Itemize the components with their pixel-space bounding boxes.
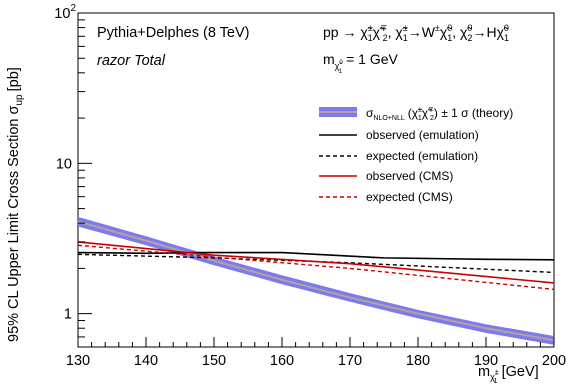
generator-annotation: Pythia+Delphes (8 TeV) [97,25,249,41]
x-tick-label: 160 [270,353,294,369]
process-sup-5: 0 [447,23,452,33]
theory-central-line [77,220,555,342]
x-axis-label-sub-sup: ± [495,369,499,376]
legend-label-observed-emulation: observed (emulation) [366,128,479,142]
process-sup-6: 0 [467,23,472,33]
y-tick-label: 1 [64,307,72,323]
y-tick-label: 10 [56,156,72,172]
legend-label-expected-emulation: expected (emulation) [366,149,478,163]
legend-theory-sub-2: 2 [430,115,434,122]
x-tick-label: 190 [474,353,498,369]
mass-sub-sub: 1 [339,69,343,75]
legend-theory-sigma: σ [366,106,374,120]
legend-entry-observed-emulation: observed (emulation) [319,128,479,142]
process-sub-6: 2 [467,33,472,43]
plot-frame [77,12,555,348]
process-sup-4: ± [435,23,440,33]
x-tick-label: 170 [338,353,362,369]
process-part-f: , χ̃ [452,24,472,40]
x-tick-label: 150 [202,353,226,369]
x-axis-label-main: m [478,364,490,380]
mass-annotation: mχ̃0 1= 1 GeV [323,51,399,75]
y-tick-label-base: 10 [54,6,70,22]
process-part-d: →W [408,24,436,40]
process-sup-3: ± [403,23,408,33]
y-axis-label-sub: up [14,94,25,106]
process-sup-2: ∓ [380,23,388,33]
legend-theory-suffix: ) ± 1 σ (theory) [434,106,513,120]
x-tick-label: 140 [134,353,158,369]
process-sub-5: 1 [447,33,452,43]
data-layer [77,216,555,345]
x-axis-label: mχ̃± 1 [GeV] [478,364,539,384]
mass-sub-sup: 0 [339,60,343,66]
y-tick-label: 102 [54,3,76,22]
y-axis-label: 95% CL Upper Limit Cross Section σup [pb] [6,67,25,342]
legend-entry-expected-cms: expected (CMS) [319,190,453,204]
legend-theory-sub: NLO+NLL [373,115,404,122]
legend: σNLO+NLL (χ̃± 1χ̃∓ 2) ± 1 σ (theory) observ… [319,106,513,204]
process-annotation: pp → χ̃± 1χ̃∓ 2, χ̃± 1→W±χ̃0 1, χ̃0 2→Hχ̃0 1 [323,23,509,43]
process-sub-2: 2 [383,33,388,43]
process-sub-7: 1 [504,33,509,43]
y-axis-label-main: 95% CL Upper Limit Cross Section σ [6,105,22,342]
theory-band [78,216,554,345]
process-sub-3: 1 [403,33,408,43]
process-sub-1: 1 [368,33,373,43]
x-axis-label-unit: [GeV] [502,364,539,380]
legend-label-expected-cms: expected (CMS) [366,190,453,204]
legend-theory-sub-1: 1 [418,115,422,122]
legend-entry-expected-emulation: expected (emulation) [319,149,478,163]
mass-sub-chi: χ̃ [335,61,344,71]
series-line-observed-emulation [77,251,555,261]
legend-theory-mid2: χ̃ [422,106,433,120]
x-tick-label: 130 [66,353,90,369]
process-part-g: →H [472,24,496,40]
selection-annotation: razor Total [97,53,166,69]
x-axis-label-sub-sub: 1 [494,378,498,384]
legend-entry-theory: σNLO+NLL (χ̃± 1χ̃∓ 2) ± 1 σ (theory) [319,106,513,122]
mass-value: = 1 GeV [346,51,398,67]
y-tick-label-exp: 2 [70,3,76,14]
series-line-expected-cms [77,244,555,291]
legend-entry-observed-cms: observed (CMS) [319,169,453,183]
x-axis-label-sub: χ̃ [490,372,499,382]
legend-theory-sup-2: ∓ [428,107,434,114]
series-line-observed-cms [77,241,555,284]
y-axis-label-unit: [pb] [6,67,22,91]
process-part-a: pp → χ̃ [323,24,373,40]
process-sup-7: 0 [504,23,509,33]
process-part-c: , χ̃ [388,24,408,40]
series-line-expected-emulation [77,253,555,274]
x-tick-label: 180 [406,353,430,369]
legend-theory-sup-1: ± [418,107,422,114]
process-sup-1: ± [368,23,373,33]
legend-label-observed-cms: observed (CMS) [366,169,453,183]
x-tick-label: 200 [542,353,566,369]
mass-prefix: m [323,51,335,67]
legend-label-theory: σNLO+NLL (χ̃± 1χ̃∓ 2) ± 1 σ (theory) [366,106,513,122]
x-axis-ticks: 130 140 150 160 170 180 190 200 [66,337,566,369]
